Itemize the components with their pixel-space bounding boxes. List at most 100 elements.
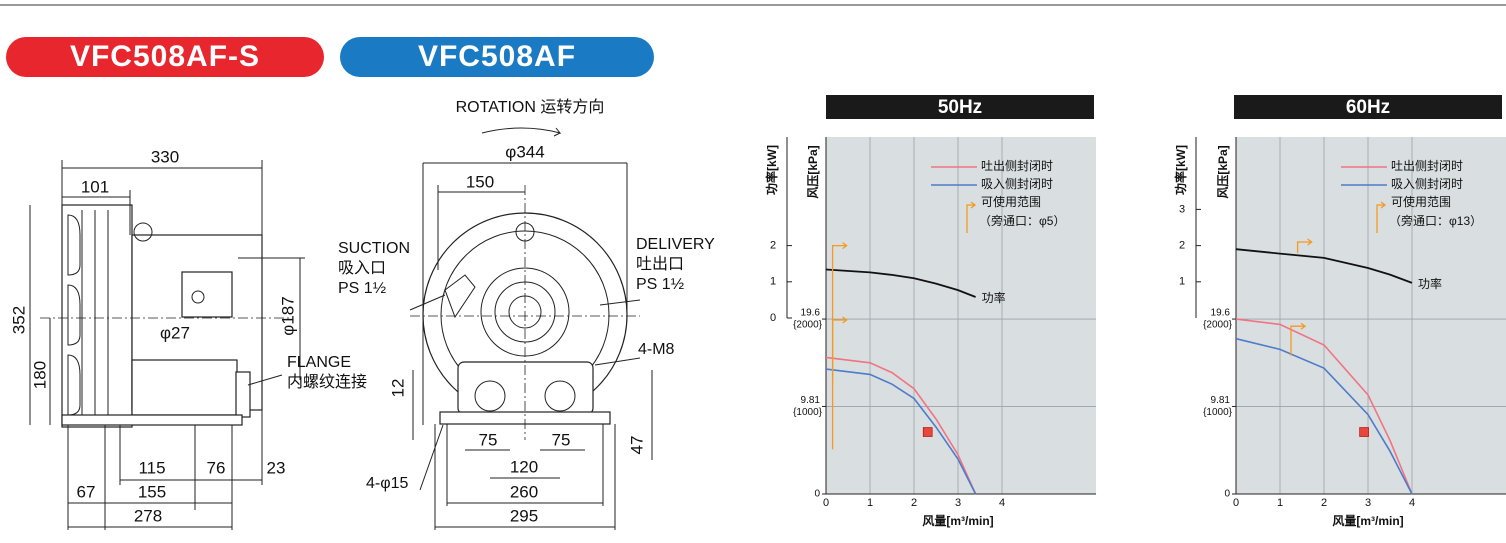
x-tick-label: 1 xyxy=(1277,497,1283,509)
y2-tick-label: 2 xyxy=(1179,240,1185,252)
x-axis-label: 风量[m³/min] xyxy=(922,514,993,528)
dimension: 180 xyxy=(30,361,49,389)
plot-area xyxy=(1236,137,1506,494)
chart-title: 50Hz xyxy=(938,97,982,118)
range-marker xyxy=(966,201,977,233)
legend-label: 吐出侧封闭时 xyxy=(981,159,1053,173)
dimension: 120 xyxy=(510,457,538,476)
title-bar xyxy=(826,95,1094,119)
x-tick-label: 2 xyxy=(1321,497,1327,509)
y2-tick-label: 1 xyxy=(770,276,776,288)
legend-label: 吸入侧封闭时 xyxy=(1391,177,1463,191)
y2-tick-label: 2 xyxy=(770,240,776,252)
series-label: 功率 xyxy=(982,290,1006,305)
y-tick-label: 9.81 xyxy=(801,395,821,406)
dimension: 75 xyxy=(479,430,498,449)
bolt-label: 4-M8 xyxy=(638,341,675,358)
y-tick-label: 9.81 xyxy=(1211,395,1231,406)
y-axis-label: 风压[kPa] xyxy=(1216,145,1230,198)
dimension: 75 xyxy=(552,430,571,449)
y2-axis-label: 功率[kW] xyxy=(764,145,779,195)
suction-label: SUCTION xyxy=(338,240,410,257)
legend-label: 可使用范围 xyxy=(981,194,1041,209)
chart-title: 60Hz xyxy=(1346,97,1390,118)
dimension: 260 xyxy=(510,482,538,501)
dimension: 23 xyxy=(267,458,286,477)
delivery-label: 吐出口 xyxy=(636,255,684,273)
bypass-label: （旁通口：φ13） xyxy=(1389,213,1482,228)
suction-label: 吸入口 xyxy=(338,260,386,277)
dimension: 352 xyxy=(9,306,28,334)
hatch-mark xyxy=(922,427,933,437)
dimension: 101 xyxy=(81,177,109,196)
plot-area xyxy=(826,137,1096,494)
flange-label: FLANGE xyxy=(287,354,351,371)
y-tick-label: 19.6 xyxy=(801,308,821,319)
flange-label: 内螺纹连接 xyxy=(287,373,367,391)
series-line xyxy=(825,268,976,298)
range-marker xyxy=(1290,322,1307,356)
range-marker xyxy=(1376,201,1387,233)
series-line xyxy=(825,368,977,495)
dimension: 150 xyxy=(466,172,494,191)
dimension: 295 xyxy=(510,506,538,525)
x-tick-label: 0 xyxy=(823,497,829,509)
x-tick-label: 0 xyxy=(1233,497,1239,509)
dimension: 67 xyxy=(77,482,96,501)
bypass-label: （旁通口：φ5） xyxy=(979,213,1065,228)
rotation-label: ROTATION 运转方向 xyxy=(456,98,605,116)
y-tick-label: 0 xyxy=(814,489,820,500)
dimension: φ344 xyxy=(505,142,544,161)
y-tick-label: 0 xyxy=(1224,489,1230,500)
delivery-label: DELIVERY xyxy=(636,236,715,253)
y2-tick-label: 0 xyxy=(770,312,776,324)
y2-tick-label: 3 xyxy=(1179,203,1185,215)
legend-label: 可使用范围 xyxy=(1391,194,1451,209)
y-axis-label: 风压[kPa] xyxy=(806,145,820,198)
dimension: 76 xyxy=(207,458,226,477)
delivery-label: PS 1½ xyxy=(636,276,684,293)
x-tick-label: 3 xyxy=(1365,497,1371,509)
front-view xyxy=(409,127,653,530)
dimension: 330 xyxy=(151,147,179,166)
y2-tick-label: 1 xyxy=(1179,276,1185,288)
badge xyxy=(340,37,654,77)
x-tick-label: 2 xyxy=(911,497,917,509)
x-tick-label: 3 xyxy=(955,497,961,509)
badge-text: VFC508AF-S xyxy=(70,40,260,73)
series-line xyxy=(1235,318,1413,495)
y-tick-sublabel: {2000} xyxy=(793,320,823,331)
side-view xyxy=(29,160,305,530)
y-tick-sublabel: {1000} xyxy=(1203,407,1233,418)
badge-text: VFC508AF xyxy=(418,40,576,73)
legend-label: 吐出侧封闭时 xyxy=(1391,159,1463,173)
y-tick-sublabel: {1000} xyxy=(793,407,823,418)
x-axis-label: 风量[m³/min] xyxy=(1332,514,1403,528)
badge xyxy=(6,37,324,77)
y2-axis-label: 功率[kW] xyxy=(1173,145,1188,195)
dimension: 278 xyxy=(134,506,162,525)
dimension: 47 xyxy=(627,436,646,455)
suction-label: PS 1½ xyxy=(338,280,386,297)
x-tick-label: 1 xyxy=(867,497,873,509)
y-tick-label: 19.6 xyxy=(1211,308,1231,319)
range-marker xyxy=(831,316,848,450)
legend-label: 吸入侧封闭时 xyxy=(981,177,1053,191)
series-line xyxy=(1235,248,1413,284)
series-line xyxy=(825,356,977,495)
series-line xyxy=(1235,337,1413,495)
dimension: 115 xyxy=(138,458,165,477)
holes-label: 4-φ15 xyxy=(366,475,409,492)
x-tick-label: 4 xyxy=(1409,497,1415,509)
dimension: φ27 xyxy=(160,323,190,342)
dimension: 12 xyxy=(388,379,407,398)
dimension: 155 xyxy=(138,482,166,501)
title-bar xyxy=(1234,95,1502,119)
hatch-mark xyxy=(1359,427,1369,437)
range-marker xyxy=(1296,238,1313,253)
series-label: 功率 xyxy=(1418,276,1442,291)
x-tick-label: 4 xyxy=(999,497,1005,509)
y-tick-sublabel: {2000} xyxy=(1203,320,1233,331)
dimension: φ187 xyxy=(278,296,297,335)
